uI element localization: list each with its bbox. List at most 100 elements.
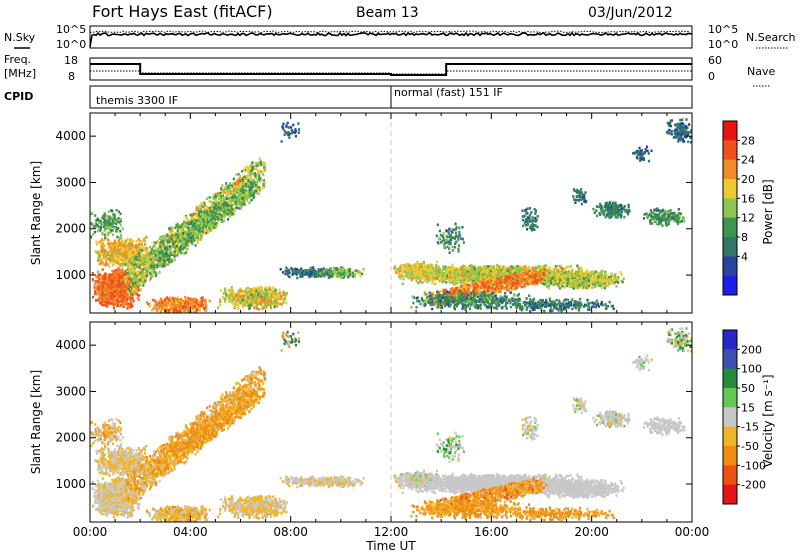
echo-cell	[198, 221, 200, 224]
echo-cell	[223, 215, 225, 218]
echo-cell	[239, 203, 241, 206]
echo-cell	[101, 217, 103, 220]
nsearch-tick-high: 10^5	[708, 23, 738, 36]
echo-cell	[112, 281, 114, 284]
echo-cell	[295, 130, 297, 133]
echo-cell	[157, 247, 159, 250]
echo-cell	[120, 285, 122, 288]
echo-cell	[162, 240, 164, 243]
echo-cell	[101, 232, 103, 235]
echo-cell	[182, 302, 184, 305]
echo-cell	[319, 272, 321, 275]
echo-cell	[186, 235, 188, 238]
echo-cell	[355, 269, 357, 272]
echo-cell	[133, 300, 135, 303]
echo-cell	[112, 300, 114, 303]
echo-cell	[129, 303, 131, 306]
echo-cell	[220, 200, 222, 203]
echo-cell	[192, 237, 194, 240]
echo-cell	[189, 232, 191, 235]
echo-cell	[196, 302, 198, 305]
freq-tick-high: 18	[64, 54, 78, 67]
echo-cell	[100, 245, 102, 248]
echo-cell	[248, 170, 250, 173]
echo-cell	[142, 249, 144, 252]
echo-cell	[118, 289, 120, 292]
echo-cell	[180, 252, 182, 255]
echo-cell	[314, 276, 316, 279]
echo-cell	[298, 269, 300, 272]
echo-cell	[293, 131, 295, 134]
echo-cell	[159, 300, 161, 303]
echo-cell	[115, 222, 117, 225]
echo-cell	[278, 289, 280, 292]
echo-cell	[148, 305, 150, 308]
echo-cell	[163, 235, 165, 238]
echo-cell	[159, 246, 161, 249]
echo-cell	[117, 251, 119, 254]
echo-cell	[209, 300, 211, 303]
echo-cell	[99, 263, 101, 266]
echo-cell	[291, 132, 293, 135]
echo-cell	[269, 288, 271, 291]
echo-cell	[228, 215, 230, 218]
echo-cell	[142, 246, 144, 249]
echo-cell	[169, 231, 171, 234]
echo-cell	[270, 296, 272, 299]
echo-cell	[157, 257, 159, 260]
echo-cell	[268, 300, 270, 303]
echo-cell	[333, 267, 335, 270]
echo-cell	[205, 232, 207, 235]
echo-cell	[255, 187, 257, 190]
echo-cell	[176, 242, 178, 245]
echo-cell	[115, 257, 117, 260]
echo-cell	[264, 168, 266, 171]
echo-cell	[310, 273, 312, 276]
echo-cell	[102, 285, 104, 288]
nsearch-tick-low: 10^0	[708, 38, 738, 51]
echo-cell	[112, 264, 114, 267]
echo-cell	[155, 254, 157, 257]
echo-cell	[205, 218, 207, 221]
echo-cell	[103, 282, 105, 285]
echo-cell	[116, 209, 118, 212]
echo-cell	[284, 134, 286, 137]
echo-cell	[177, 237, 179, 240]
noise-strip	[90, 26, 692, 48]
echo-cell	[148, 258, 150, 261]
echo-cell	[116, 219, 118, 222]
echo-cell	[137, 272, 139, 275]
echo-cell	[287, 272, 289, 275]
echo-cell	[173, 308, 175, 311]
echo-cell	[224, 207, 226, 210]
echo-cell	[95, 299, 97, 302]
echo-cell	[223, 292, 225, 295]
echo-cell	[112, 220, 114, 223]
echo-cell	[288, 133, 290, 136]
echo-cell	[233, 178, 235, 181]
echo-cell	[226, 197, 228, 200]
echo-cell	[183, 305, 185, 308]
echo-cell	[132, 268, 134, 271]
echo-cell	[159, 271, 161, 274]
echo-cell	[291, 268, 293, 271]
echo-cell	[144, 277, 146, 280]
echo-cell	[118, 280, 120, 283]
echo-cell	[282, 291, 284, 294]
echo-cell	[143, 265, 145, 268]
echo-cell	[147, 267, 149, 270]
echo-cell	[319, 270, 321, 273]
echo-cell	[284, 298, 286, 301]
echo-cell	[242, 306, 244, 309]
echo-cell	[145, 236, 147, 239]
echo-cell	[139, 278, 141, 281]
echo-cell	[109, 231, 111, 234]
echo-cell	[235, 207, 237, 210]
echo-cell	[248, 305, 250, 308]
echo-cell	[98, 227, 100, 230]
echo-cell	[246, 192, 248, 195]
echo-cell	[195, 309, 197, 312]
echo-cell	[243, 176, 245, 179]
echo-cell	[91, 212, 93, 215]
echo-cell	[102, 223, 104, 226]
